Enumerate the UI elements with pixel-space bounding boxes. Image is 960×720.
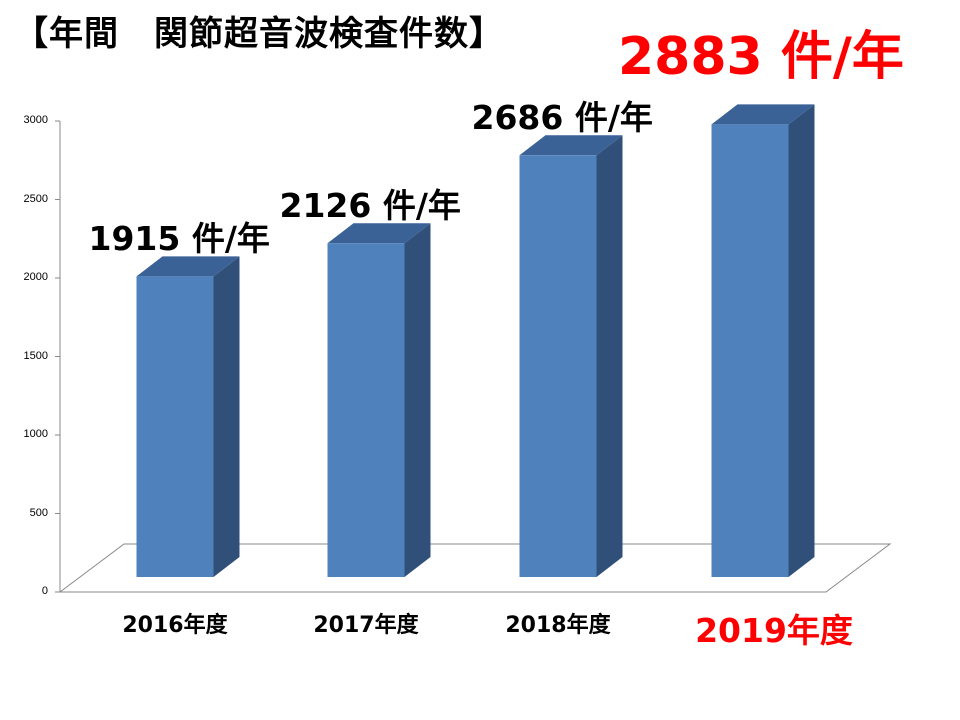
bar-top [136, 256, 240, 277]
bar-top [327, 223, 431, 244]
slide-title: 【年間 関節超音波検査件数】 [14, 14, 504, 54]
bar-side [213, 256, 240, 577]
bar-top [711, 104, 815, 125]
y-tick-label: 2500 [23, 192, 48, 205]
bar-side [596, 135, 623, 577]
y-tick-label: 0 [41, 585, 48, 597]
headline-total: 2883 件/年 [618, 27, 904, 87]
y-tick-label: 2000 [23, 271, 48, 283]
bar [519, 155, 597, 577]
bar-data-label: 2686 件/年 [471, 98, 653, 138]
bar [136, 276, 214, 577]
x-category-label: 2016年度 [122, 613, 228, 638]
y-tick-label: 500 [29, 506, 48, 519]
x-category-label: 2017年度 [313, 613, 419, 638]
y-tick-label: 3000 [23, 114, 48, 126]
x-category-label: 2018年度 [505, 613, 611, 638]
bar-side [404, 223, 431, 577]
bar-data-label: 2126 件/年 [279, 186, 461, 226]
bar [327, 243, 405, 577]
y-tick-label: 1000 [23, 428, 48, 440]
bar-side [788, 104, 815, 577]
bar-top [519, 135, 623, 156]
bar-data-label: 1915 件/年 [88, 219, 270, 259]
y-tick-label: 1500 [23, 349, 48, 362]
chart-floor [58, 543, 892, 593]
x-category-label: 2019年度 [695, 611, 853, 650]
bar [711, 124, 789, 577]
